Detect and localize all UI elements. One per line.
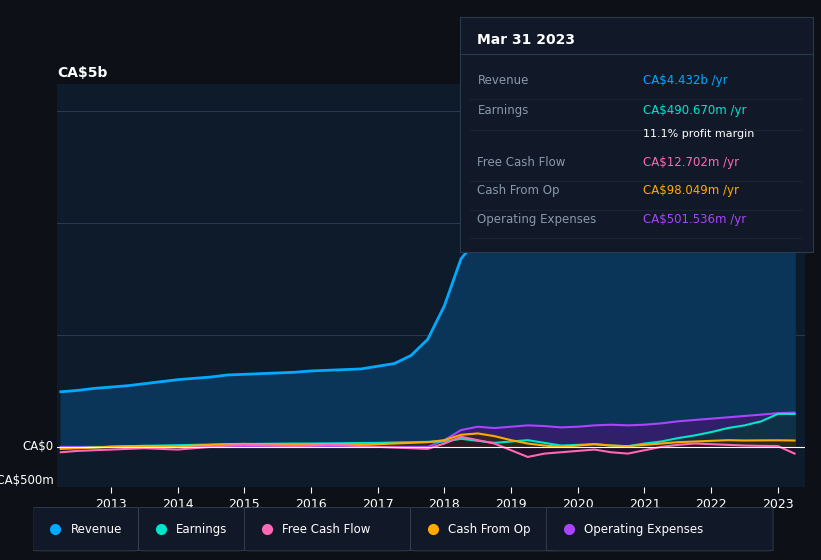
FancyBboxPatch shape: [410, 507, 562, 551]
Text: CA$490.670m /yr: CA$490.670m /yr: [644, 104, 747, 118]
Text: CA$4.432b /yr: CA$4.432b /yr: [644, 74, 728, 87]
Text: Revenue: Revenue: [478, 74, 529, 87]
FancyBboxPatch shape: [547, 507, 773, 551]
Text: CA$12.702m /yr: CA$12.702m /yr: [644, 156, 740, 169]
Text: -CA$500m: -CA$500m: [0, 474, 53, 487]
Text: Free Cash Flow: Free Cash Flow: [478, 156, 566, 169]
Text: Cash From Op: Cash From Op: [448, 522, 530, 536]
Text: Mar 31 2023: Mar 31 2023: [478, 33, 576, 47]
FancyBboxPatch shape: [245, 507, 410, 551]
Text: Earnings: Earnings: [177, 522, 227, 536]
FancyBboxPatch shape: [139, 507, 245, 551]
FancyBboxPatch shape: [33, 507, 139, 551]
Text: 11.1% profit margin: 11.1% profit margin: [644, 129, 754, 139]
Text: Operating Expenses: Operating Expenses: [585, 522, 704, 536]
Text: Earnings: Earnings: [478, 104, 529, 118]
Text: Free Cash Flow: Free Cash Flow: [282, 522, 370, 536]
Text: CA$501.536m /yr: CA$501.536m /yr: [644, 213, 746, 226]
Text: CA$0: CA$0: [23, 440, 53, 454]
Text: CA$98.049m /yr: CA$98.049m /yr: [644, 184, 740, 197]
Text: CA$5b: CA$5b: [57, 66, 108, 80]
Text: Cash From Op: Cash From Op: [478, 184, 560, 197]
Text: Operating Expenses: Operating Expenses: [478, 213, 597, 226]
Text: Revenue: Revenue: [71, 522, 122, 536]
